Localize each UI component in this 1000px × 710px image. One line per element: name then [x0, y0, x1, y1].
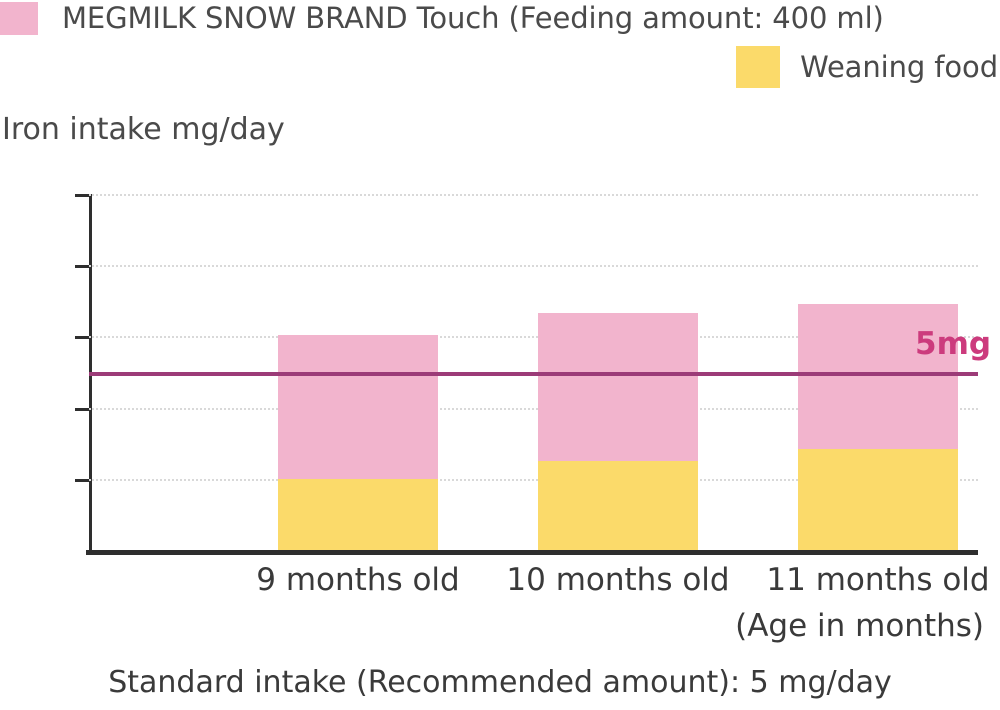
x-tick-label: 9 months old: [256, 562, 460, 598]
bar-segment: [278, 478, 438, 550]
x-axis-line: [86, 550, 978, 555]
gridline: [89, 336, 978, 339]
y-axis-title: Iron intake mg/day: [2, 112, 285, 147]
gridline: [89, 265, 978, 268]
gridline: [89, 407, 978, 410]
x-axis-unit-label: (Age in months): [735, 608, 984, 644]
plot-area: 0246810 5mg: [75, 194, 991, 555]
legend-label-formula: MEGMILK SNOW BRAND Touch (Feeding amount…: [62, 1, 884, 35]
bar-group: [798, 304, 958, 550]
y-tick-mark: [75, 336, 89, 340]
y-tick-mark: [75, 407, 89, 411]
bar-segment: [278, 334, 438, 479]
x-tick-label: 11 months old: [766, 562, 990, 598]
bar-group: [538, 313, 698, 550]
footnote-standard-intake: Standard intake (Recommended amount): 5 …: [108, 665, 892, 700]
legend-swatch-formula: [0, 1, 38, 35]
y-tick-mark: [75, 478, 89, 482]
legend-label-weaning: Weaning food: [800, 50, 998, 84]
bar-segment: [798, 304, 958, 449]
y-tick-mark: [75, 194, 89, 197]
y-tick-mark: [75, 265, 89, 269]
gridline: [89, 478, 978, 481]
gridline: [89, 194, 978, 196]
bar-segment: [538, 461, 698, 550]
reference-line-5mg: [89, 372, 978, 376]
legend-row-formula: MEGMILK SNOW BRAND Touch (Feeding amount…: [0, 0, 1000, 36]
legend-row-weaning: Weaning food: [0, 45, 1000, 89]
bar-segment: [538, 313, 698, 461]
legend-swatch-weaning: [736, 46, 781, 88]
bar-segment: [798, 448, 958, 550]
reference-line-label: 5mg: [915, 326, 992, 362]
x-tick-label: 10 months old: [506, 562, 730, 598]
bar-group: [278, 334, 438, 550]
